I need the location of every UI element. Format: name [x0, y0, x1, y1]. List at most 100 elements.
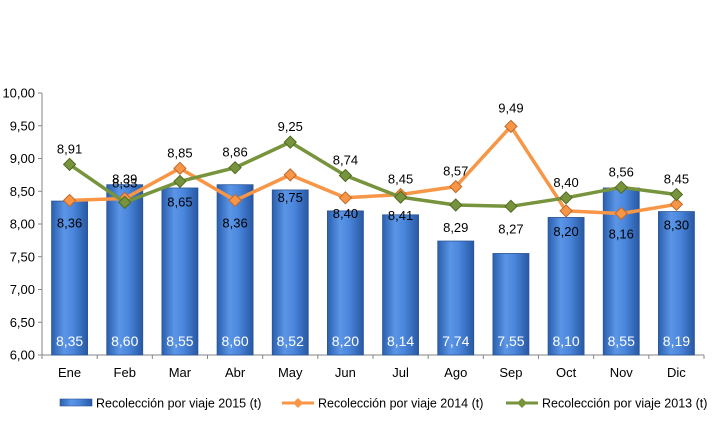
point-marker — [393, 190, 408, 204]
bar — [547, 217, 585, 356]
point-data-label: 8,40 — [333, 206, 358, 221]
x-tick-label: Abr — [225, 365, 246, 380]
x-tick-label: Nov — [610, 365, 634, 380]
legend-entry: Recolección por viaje 2015 (t) — [96, 397, 261, 411]
bar — [437, 240, 475, 356]
bar-data-label: 8,10 — [552, 333, 579, 349]
bar — [327, 210, 364, 356]
bar-data-label: 7,74 — [442, 333, 469, 349]
point-data-label: 8,41 — [388, 208, 413, 223]
bar-data-label: 8,35 — [56, 333, 83, 349]
point-data-label: 8,45 — [664, 172, 689, 187]
point-data-label: 8,29 — [443, 220, 468, 235]
bar-data-label: 8,20 — [332, 333, 359, 349]
bar — [271, 189, 309, 356]
bar-data-label: 8,14 — [387, 333, 414, 349]
point-marker — [338, 191, 353, 205]
bar-data-label: 8,19 — [663, 333, 690, 349]
point-marker — [283, 135, 297, 149]
point-data-label: 8,36 — [222, 215, 247, 230]
x-tick-label: Dic — [667, 365, 686, 380]
point-data-label: 9,25 — [278, 119, 303, 134]
point-marker — [449, 179, 463, 194]
series-line — [69, 124, 677, 216]
point-data-label: 8,45 — [388, 172, 413, 187]
point-data-label: 8,36 — [57, 215, 82, 230]
point-marker — [118, 195, 132, 210]
point-marker — [338, 168, 353, 183]
point-data-label: 8,65 — [167, 194, 192, 209]
y-tick-label: 8,50 — [10, 184, 35, 199]
point-marker — [283, 168, 297, 182]
point-data-label: 8,39 — [112, 171, 137, 186]
y-tick-label: 7,50 — [10, 249, 35, 264]
bar — [106, 184, 144, 356]
point-marker — [62, 157, 77, 172]
bar — [382, 214, 419, 356]
legend-entry: Recolección por viaje 2013 (t) — [542, 397, 707, 411]
legend: Recolección por viaje 2015 (t) Recolecció… — [59, 397, 707, 411]
point-marker — [559, 204, 573, 218]
bar-data-label: 8,60 — [111, 333, 138, 349]
y-tick-label: 9,00 — [10, 151, 35, 166]
legend-swatch — [59, 398, 93, 407]
point-marker — [228, 193, 242, 208]
bar-data-label: 7,55 — [497, 333, 524, 349]
point-marker — [614, 206, 628, 221]
point-data-label: 8,91 — [57, 141, 82, 156]
point-data-label: 8,20 — [553, 224, 578, 239]
bar-data-label: 8,55 — [608, 333, 635, 349]
bar-data-label: 8,52 — [277, 333, 304, 349]
point-data-label: 8,56 — [609, 164, 634, 179]
point-data-label: 8,85 — [167, 145, 192, 160]
y-tick-label: 10,00 — [2, 86, 35, 101]
point-marker — [504, 119, 518, 134]
point-data-label: 8,74 — [333, 153, 358, 168]
x-tick-label: Oct — [556, 365, 577, 380]
point-data-label: 8,75 — [278, 190, 303, 205]
x-tick-label: Sep — [499, 365, 522, 380]
axes: 6,00 6,50 7,00 7,50 8,00 8,50 9,00 9,50 10,00 Ene… — [2, 86, 705, 380]
point-marker — [228, 160, 242, 175]
y-tick-label: 7,00 — [10, 282, 35, 297]
line-series: 8,36 8,39 8,85 8,36 8,75 8,40 8,45 8,57 9,49 8,20… — [57, 100, 689, 241]
point-marker — [173, 174, 187, 189]
y-tick-label: 9,50 — [10, 118, 35, 133]
x-tick-label: Feb — [114, 365, 136, 380]
x-tick-label: Ene — [58, 365, 81, 380]
y-tick-label: 6,00 — [10, 348, 35, 363]
point-data-label: 8,40 — [553, 175, 578, 190]
x-tick-label: Mar — [169, 365, 192, 380]
y-tick-label: 6,50 — [10, 315, 35, 330]
point-data-label: 8,33 — [112, 175, 137, 190]
point-data-label: 9,49 — [498, 100, 523, 115]
point-marker — [173, 161, 187, 176]
point-marker — [669, 197, 684, 212]
point-marker — [504, 199, 518, 214]
bar — [51, 200, 88, 356]
bar — [216, 184, 254, 356]
point-data-label: 8,30 — [664, 217, 689, 232]
point-data-label: 8,27 — [498, 221, 523, 236]
bar — [492, 253, 530, 356]
point-marker — [559, 191, 573, 205]
bar — [658, 211, 695, 356]
point-data-label: 8,16 — [609, 227, 634, 242]
bar — [161, 187, 199, 356]
legend-entry: Recolección por viaje 2014 (t) — [318, 397, 483, 411]
bar-data-label: 8,55 — [166, 333, 193, 349]
legend-marker — [293, 398, 303, 408]
point-data-label: 8,86 — [222, 145, 247, 160]
y-tick-label: 8,00 — [10, 217, 35, 232]
point-marker — [62, 193, 77, 208]
series-line — [68, 140, 677, 209]
point-marker — [449, 198, 463, 212]
x-tick-label: Jul — [392, 365, 409, 380]
legend-marker — [517, 398, 527, 408]
x-tick-label: May — [278, 365, 303, 380]
bar-data-label: 8,60 — [221, 333, 248, 349]
point-data-label: 8,57 — [443, 164, 468, 179]
x-tick-label: Jun — [335, 365, 356, 380]
point-marker — [669, 187, 684, 202]
